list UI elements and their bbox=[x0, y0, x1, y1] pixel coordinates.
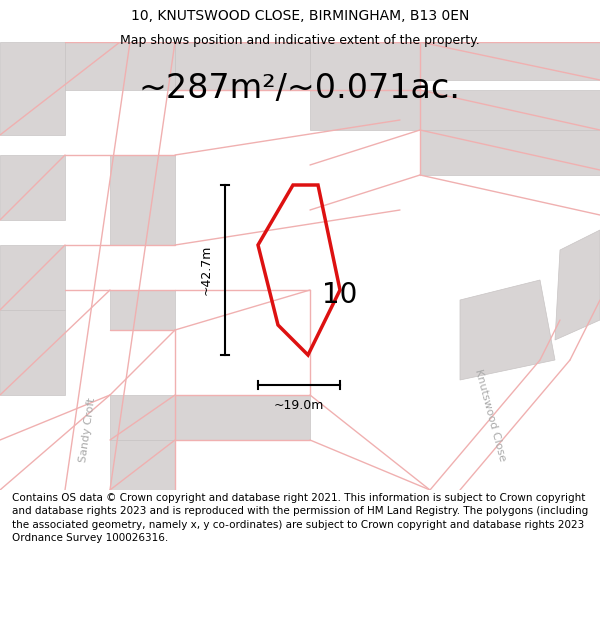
Text: ~42.7m: ~42.7m bbox=[200, 245, 213, 295]
Text: ~287m²/~0.071ac.: ~287m²/~0.071ac. bbox=[139, 72, 461, 105]
Polygon shape bbox=[420, 90, 600, 130]
Polygon shape bbox=[175, 395, 310, 440]
Polygon shape bbox=[175, 42, 310, 90]
Polygon shape bbox=[110, 440, 175, 490]
Polygon shape bbox=[110, 395, 175, 440]
Text: Knutswood Close: Knutswood Close bbox=[473, 368, 507, 462]
Polygon shape bbox=[0, 42, 65, 135]
Polygon shape bbox=[0, 155, 65, 220]
Polygon shape bbox=[310, 42, 420, 90]
Text: ~19.0m: ~19.0m bbox=[274, 399, 324, 412]
Text: Contains OS data © Crown copyright and database right 2021. This information is : Contains OS data © Crown copyright and d… bbox=[12, 493, 588, 542]
Polygon shape bbox=[555, 230, 600, 340]
Polygon shape bbox=[110, 155, 175, 245]
Text: 10: 10 bbox=[322, 281, 358, 309]
Polygon shape bbox=[460, 280, 555, 380]
Text: Sandy Croft: Sandy Croft bbox=[79, 397, 98, 463]
Polygon shape bbox=[420, 130, 600, 175]
Text: Map shows position and indicative extent of the property.: Map shows position and indicative extent… bbox=[120, 34, 480, 47]
Polygon shape bbox=[310, 90, 420, 130]
Polygon shape bbox=[110, 290, 175, 330]
Polygon shape bbox=[0, 310, 65, 395]
Polygon shape bbox=[420, 42, 600, 80]
Polygon shape bbox=[0, 245, 65, 310]
Polygon shape bbox=[65, 42, 175, 90]
Text: 10, KNUTSWOOD CLOSE, BIRMINGHAM, B13 0EN: 10, KNUTSWOOD CLOSE, BIRMINGHAM, B13 0EN bbox=[131, 9, 469, 23]
